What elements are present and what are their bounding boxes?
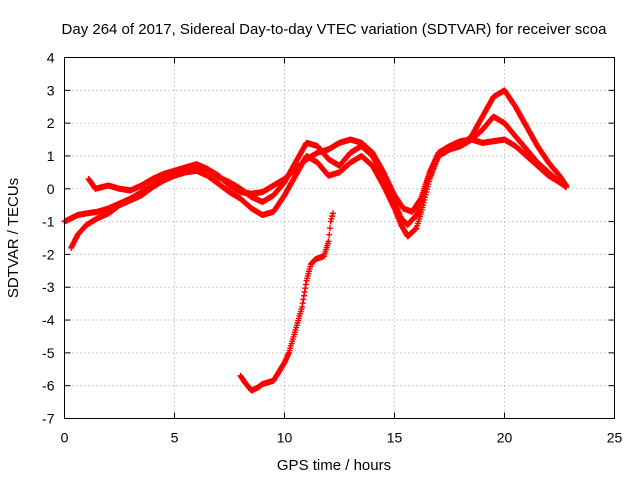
data-point bbox=[329, 210, 336, 217]
grid bbox=[64, 57, 615, 419]
y-tick-label: 0 bbox=[47, 181, 55, 197]
y-tick-label: 1 bbox=[47, 148, 55, 164]
data-point bbox=[326, 231, 333, 238]
data-point bbox=[328, 215, 335, 222]
plot-frame bbox=[64, 57, 615, 419]
y-tick-label: 2 bbox=[47, 115, 55, 131]
data-point bbox=[563, 184, 570, 191]
x-axis-label: GPS time / hours bbox=[277, 457, 391, 474]
series-3 bbox=[85, 136, 570, 215]
x-tick-label: 20 bbox=[497, 430, 513, 446]
series-2 bbox=[68, 87, 570, 251]
y-tick-label: -3 bbox=[42, 279, 55, 295]
x-tick-label: 0 bbox=[61, 430, 69, 446]
data-point bbox=[325, 238, 332, 245]
x-tick-label: 10 bbox=[277, 430, 293, 446]
y-tick-label: -4 bbox=[42, 312, 55, 328]
y-tick-label: -7 bbox=[42, 411, 55, 427]
y-tick-label: -6 bbox=[42, 378, 55, 394]
x-tick-label: 5 bbox=[171, 430, 179, 446]
series-1 bbox=[61, 113, 570, 228]
data-points bbox=[61, 87, 570, 394]
x-tick-label: 15 bbox=[387, 430, 403, 446]
data-point bbox=[327, 218, 334, 225]
y-axis-label: SDTVAR / TECUs bbox=[5, 178, 22, 298]
x-tick-label: 25 bbox=[607, 430, 623, 446]
data-point bbox=[329, 213, 336, 220]
y-tick-label: -5 bbox=[42, 345, 55, 361]
y-tick-label: 4 bbox=[47, 50, 55, 66]
chart-title: Day 264 of 2017, Sidereal Day-to-day VTE… bbox=[62, 21, 608, 38]
y-tick-label: 3 bbox=[47, 82, 55, 98]
data-point bbox=[326, 225, 333, 232]
y-tick-label: -2 bbox=[42, 246, 55, 262]
y-tick-label: -1 bbox=[42, 214, 55, 230]
series-4 bbox=[237, 210, 336, 394]
axis-ticks: 0 5 10 15 20 25 -7 -6 -5 -4 -3 -2 -1 0 1 2 3 4 bbox=[42, 50, 622, 446]
